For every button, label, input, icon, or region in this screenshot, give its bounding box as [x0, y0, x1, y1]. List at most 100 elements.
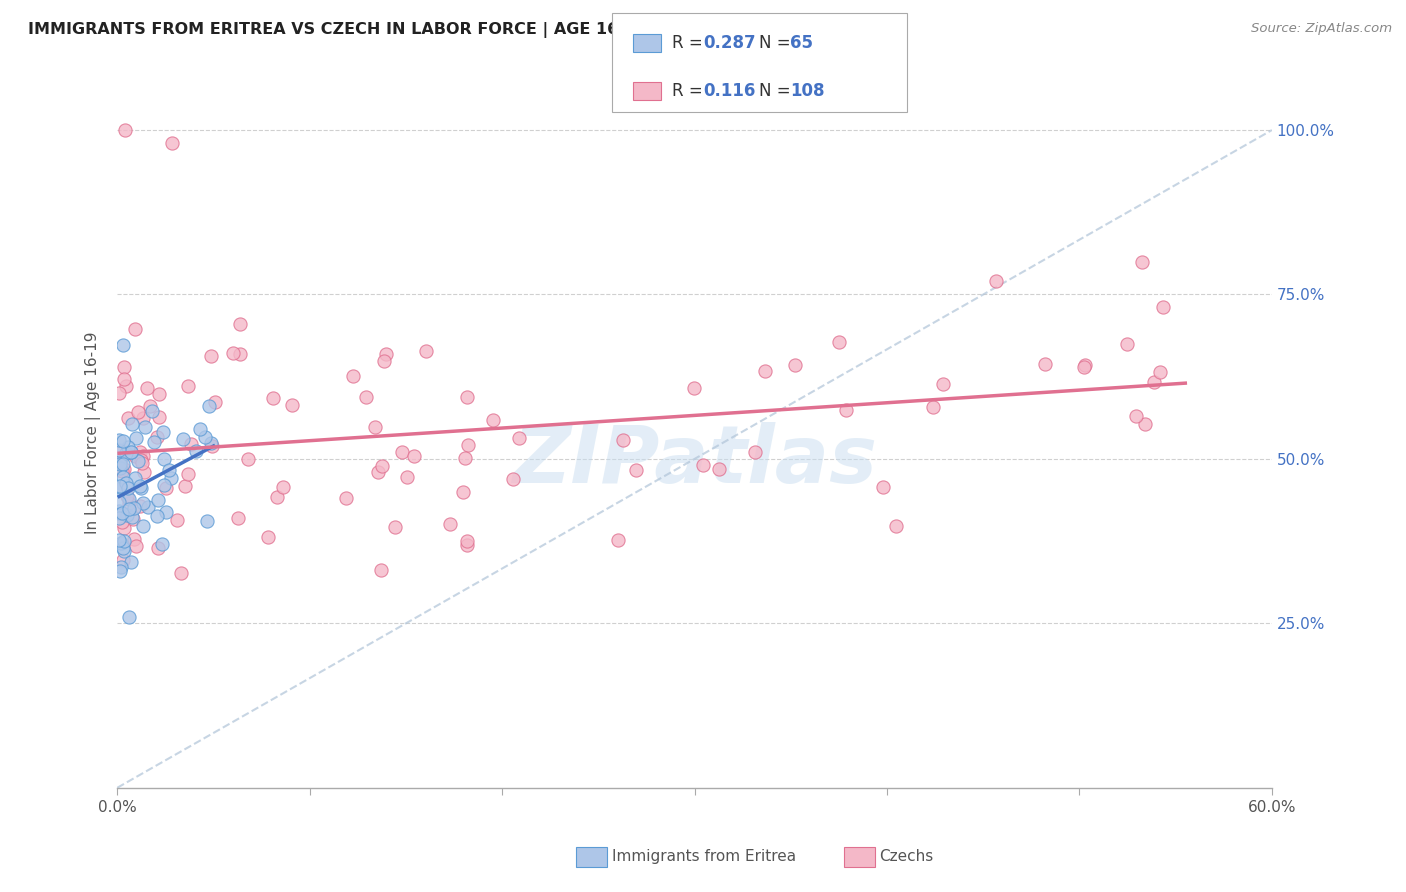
Point: [884, 518, 907, 533]
Point: [112, 534, 135, 549]
Point: [162, 136, 184, 151]
Text: 65: 65: [790, 34, 813, 52]
Point: [1125, 409, 1147, 424]
Point: [150, 537, 173, 551]
Point: [110, 443, 132, 458]
Point: [111, 338, 134, 352]
Point: [108, 506, 131, 520]
Point: [111, 434, 134, 449]
Text: N =: N =: [759, 82, 796, 100]
Point: [354, 391, 377, 405]
Point: [155, 505, 177, 519]
Point: [612, 434, 634, 448]
Text: Source: ZipAtlas.com: Source: ZipAtlas.com: [1251, 22, 1392, 36]
Point: [754, 364, 776, 378]
Point: [364, 419, 387, 434]
Point: [108, 442, 131, 457]
Point: [872, 480, 894, 494]
Point: [502, 472, 524, 486]
Point: [834, 402, 856, 417]
Point: [110, 451, 132, 466]
Point: [114, 544, 136, 558]
Point: [129, 453, 152, 467]
Point: [174, 479, 197, 493]
Point: [367, 465, 389, 479]
Point: [131, 456, 153, 470]
Point: [744, 444, 766, 458]
Point: [108, 460, 131, 475]
Point: [932, 376, 955, 391]
Point: [222, 345, 245, 359]
Point: [115, 508, 138, 523]
Point: [129, 499, 152, 513]
Point: [124, 322, 146, 336]
Point: [456, 538, 478, 552]
Point: [108, 386, 131, 401]
Point: [229, 317, 252, 331]
Point: [342, 369, 364, 384]
Point: [200, 436, 222, 450]
Point: [197, 514, 219, 528]
Point: [439, 516, 461, 531]
Point: [117, 496, 139, 510]
Point: [1130, 254, 1153, 268]
Text: 108: 108: [790, 82, 825, 100]
Point: [108, 533, 131, 547]
Point: [111, 457, 134, 471]
Point: [166, 513, 188, 527]
Point: [110, 457, 132, 471]
Point: [783, 358, 806, 372]
Point: [132, 411, 155, 425]
Point: [200, 349, 222, 363]
Point: [117, 410, 139, 425]
Point: [111, 506, 134, 520]
Point: [110, 482, 132, 496]
Point: [125, 539, 148, 553]
Point: [454, 450, 477, 465]
Point: [155, 481, 177, 495]
Point: [148, 387, 170, 401]
Text: Immigrants from Eritrea: Immigrants from Eritrea: [612, 849, 796, 863]
Point: [117, 441, 139, 455]
Point: [370, 563, 392, 577]
Point: [141, 404, 163, 418]
Point: [146, 541, 169, 555]
Point: [1033, 357, 1056, 371]
Point: [117, 481, 139, 495]
Point: [236, 451, 259, 466]
Point: [111, 541, 134, 555]
Point: [1116, 336, 1139, 351]
Point: [132, 519, 155, 533]
Point: [121, 510, 143, 524]
Point: [134, 466, 156, 480]
Point: [152, 452, 174, 467]
Point: [1073, 359, 1095, 374]
Point: [108, 504, 131, 518]
Point: [1074, 358, 1097, 372]
Point: [160, 471, 183, 485]
Point: [146, 493, 169, 508]
Point: [391, 444, 413, 458]
Text: R =: R =: [672, 34, 709, 52]
Point: [384, 520, 406, 534]
Point: [157, 463, 180, 477]
Point: [201, 439, 224, 453]
Point: [146, 509, 169, 524]
Point: [127, 454, 149, 468]
Point: [172, 432, 194, 446]
Point: [121, 417, 143, 431]
Point: [188, 422, 211, 436]
Point: [415, 343, 437, 358]
Point: [607, 533, 630, 548]
Point: [132, 496, 155, 510]
Point: [204, 395, 226, 409]
Point: [624, 462, 647, 476]
Point: [481, 413, 503, 427]
Point: [177, 379, 200, 393]
Point: [451, 484, 474, 499]
Point: [129, 479, 152, 493]
Point: [139, 400, 162, 414]
Point: [115, 379, 138, 393]
Point: [124, 471, 146, 485]
Point: [922, 400, 945, 414]
